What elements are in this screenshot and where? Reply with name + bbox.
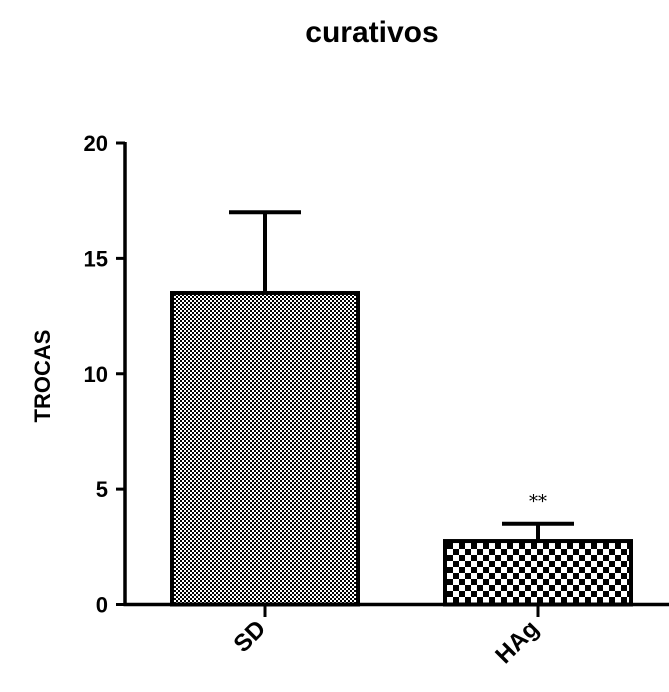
annotations-layer: ** [529, 492, 547, 513]
x-tick-label: HAg [490, 615, 544, 669]
bars-layer [170, 290, 633, 607]
y-tick-label: 5 [96, 477, 108, 502]
y-axis-label: TROCAS [30, 330, 55, 423]
chart-title: curativos [305, 16, 438, 49]
bar-hag [443, 539, 633, 607]
y-ticks-layer: 0 5 10 15 20 [84, 131, 125, 618]
x-tick-label: SD [229, 615, 272, 658]
significance-annotation: ** [529, 492, 547, 513]
y-tick-label: 20 [84, 131, 108, 156]
bar-sd [170, 290, 360, 607]
x-ticks-layer: SD HAg [229, 604, 544, 669]
y-tick-label: 10 [84, 362, 108, 387]
y-tick-label: 0 [96, 593, 108, 618]
error-bars-layer [229, 210, 574, 542]
y-tick-label: 15 [84, 246, 108, 271]
